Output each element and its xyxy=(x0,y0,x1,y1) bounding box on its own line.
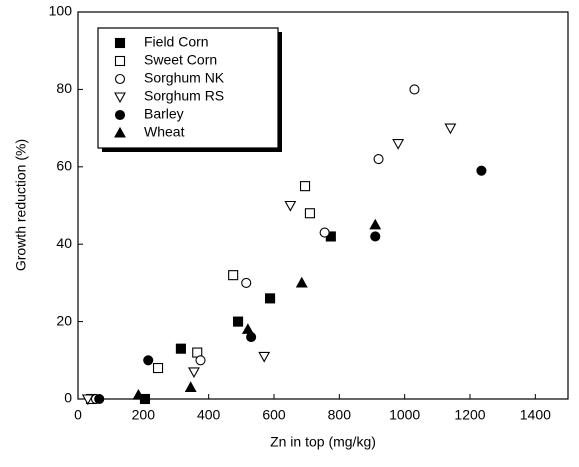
marker xyxy=(228,270,239,281)
y-tick-label: 0 xyxy=(64,390,72,406)
marker xyxy=(299,181,311,192)
x-axis-label: Zn in top (mg/kg) xyxy=(270,434,376,450)
marker xyxy=(392,139,405,150)
x-tick-label: 400 xyxy=(197,407,221,423)
marker xyxy=(175,343,186,354)
marker xyxy=(143,355,154,366)
legend-label: Wheat xyxy=(144,124,185,140)
marker xyxy=(188,367,200,379)
legend-label: Field Corn xyxy=(144,34,209,50)
legend-label: Sorghum NK xyxy=(144,70,225,86)
marker xyxy=(114,37,126,49)
marker xyxy=(81,394,94,406)
marker xyxy=(114,126,126,138)
marker xyxy=(241,323,254,334)
x-tick-label: 200 xyxy=(132,407,156,423)
y-tick-label: 40 xyxy=(56,235,72,251)
x-tick-label: 800 xyxy=(328,407,352,423)
marker xyxy=(114,109,126,121)
y-axis-label: Growth reduction (%) xyxy=(13,139,29,271)
marker xyxy=(258,351,271,363)
marker xyxy=(304,208,315,219)
marker xyxy=(265,293,276,304)
marker xyxy=(246,332,257,343)
marker xyxy=(319,227,330,238)
legend-label: Barley xyxy=(144,106,184,122)
legend-box xyxy=(97,27,279,149)
legend-label: Sorghum RS xyxy=(144,88,224,104)
marker xyxy=(409,84,420,95)
y-tick-label: 20 xyxy=(56,312,72,328)
marker xyxy=(370,231,381,242)
marker xyxy=(94,393,105,405)
plot-frame xyxy=(77,11,569,400)
marker xyxy=(284,200,297,212)
x-tick-label: 1200 xyxy=(454,407,485,423)
y-tick-label: 80 xyxy=(56,80,72,96)
marker xyxy=(444,123,457,135)
marker xyxy=(373,154,384,165)
marker xyxy=(184,381,197,392)
marker xyxy=(241,277,252,288)
marker xyxy=(233,316,244,327)
marker xyxy=(195,355,206,366)
marker xyxy=(132,388,145,400)
marker xyxy=(114,92,126,104)
x-tick-label: 600 xyxy=(262,407,286,423)
x-tick-label: 1000 xyxy=(389,407,420,423)
marker xyxy=(114,73,126,85)
marker xyxy=(114,55,126,67)
marker xyxy=(295,276,308,288)
y-tick-label: 60 xyxy=(56,158,72,174)
legend-label: Sweet Corn xyxy=(144,52,217,68)
marker xyxy=(369,218,382,230)
x-tick-label: 0 xyxy=(74,407,82,423)
x-tick-label: 1400 xyxy=(520,407,551,423)
marker xyxy=(476,165,487,176)
marker xyxy=(152,362,164,374)
y-tick-label: 100 xyxy=(49,3,73,19)
